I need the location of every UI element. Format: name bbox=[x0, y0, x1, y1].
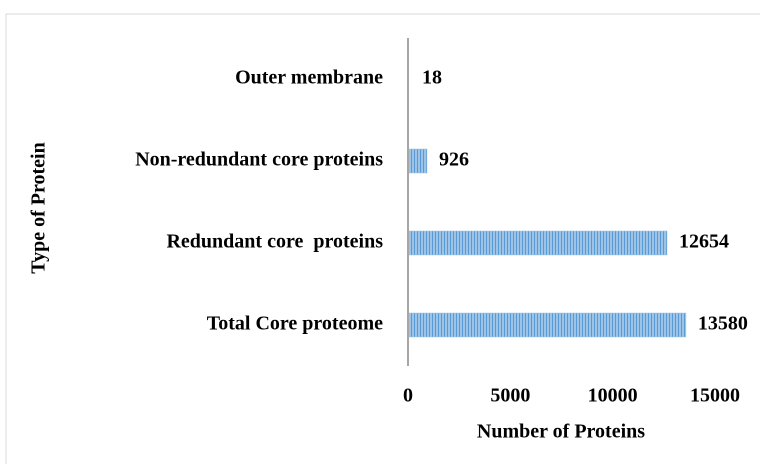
x-tick-label: 5000 bbox=[490, 385, 530, 407]
bar bbox=[407, 148, 428, 174]
data-label: 12654 bbox=[679, 231, 729, 253]
data-label: 13580 bbox=[698, 313, 748, 335]
x-tick-label: 15000 bbox=[690, 385, 740, 407]
x-tick-label: 0 bbox=[403, 385, 413, 407]
data-label: 926 bbox=[439, 149, 469, 171]
y-tick-label: Outer membrane bbox=[235, 67, 383, 89]
data-label: 18 bbox=[422, 67, 442, 89]
x-tick-label: 10000 bbox=[588, 385, 638, 407]
y-axis-label: Type of Protein bbox=[28, 142, 50, 273]
bar bbox=[407, 312, 687, 338]
x-axis-label: Number of Proteins bbox=[477, 421, 645, 443]
bar bbox=[407, 230, 668, 256]
y-tick-label: Redundant core proteins bbox=[166, 231, 383, 253]
y-tick-label: Non-redundant core proteins bbox=[135, 149, 383, 171]
y-tick-label: Total Core proteome bbox=[207, 313, 383, 335]
chart-frame bbox=[5, 13, 760, 464]
